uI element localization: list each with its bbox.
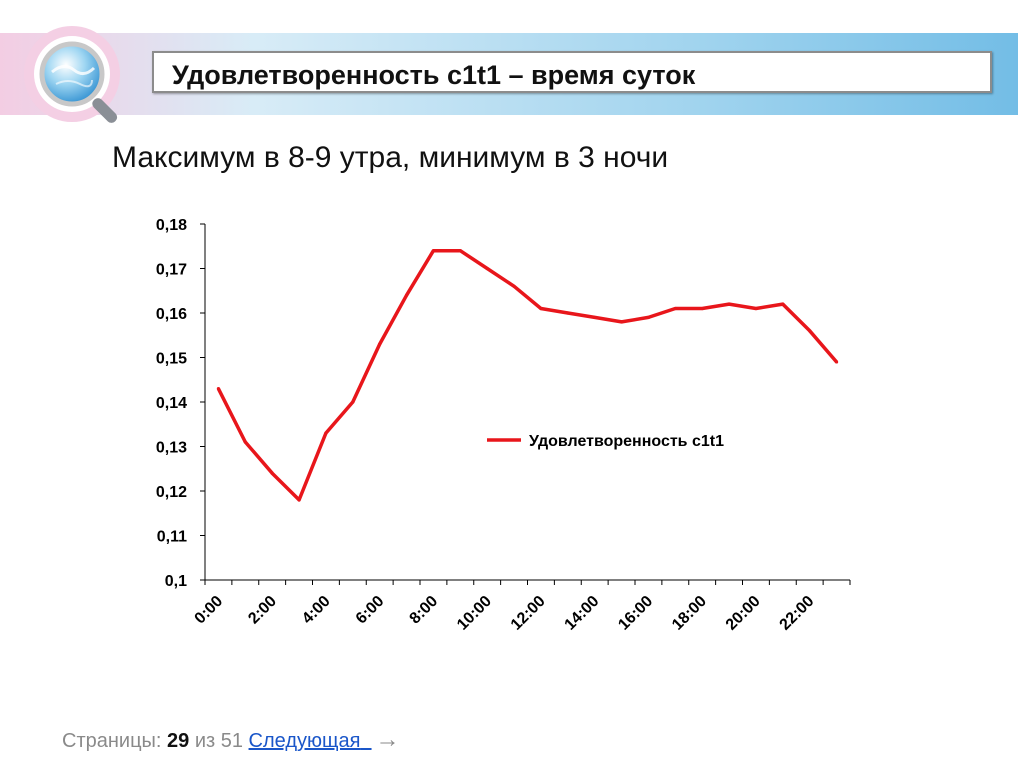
pages-label: Страницы: (62, 730, 162, 752)
data-point (593, 315, 597, 320)
x-tick-label: 6:00 (353, 593, 388, 628)
x-axis: 0:00 2:00 4:00 6:00 8:00 10:00 12:00 14:00 16:00… (192, 579, 851, 634)
y-tick-label: 0,1 (165, 573, 187, 590)
data-point (431, 249, 436, 253)
x-tick-label: 12:00 (508, 593, 549, 634)
data-point (243, 440, 247, 444)
chart-legend: Удовлетворенность c1t1 (487, 433, 724, 450)
data-point (512, 284, 516, 288)
x-tick-label: 18:00 (669, 593, 710, 634)
data-point (808, 329, 812, 333)
x-tick-label: 4:00 (299, 593, 334, 628)
data-point (297, 498, 301, 502)
y-tick-label: 0,11 (157, 529, 187, 546)
data-point (673, 306, 677, 311)
title-box: Удовлетворенность c1t1 – время суток (152, 51, 992, 93)
y-tick-label: 0,15 (156, 351, 187, 368)
data-point (646, 315, 651, 320)
series-layer (216, 248, 839, 502)
next-page-link[interactable]: Следующая (249, 730, 372, 752)
series-line (216, 248, 838, 502)
data-point (539, 306, 543, 311)
x-tick-label: 14:00 (562, 593, 603, 634)
x-tick-label: 22:00 (777, 593, 818, 634)
data-point (216, 387, 221, 391)
current-page: 29 (167, 730, 190, 752)
data-point (404, 293, 409, 297)
y-tick-label: 0,12 (156, 484, 187, 501)
data-point (324, 431, 328, 435)
data-point (700, 306, 704, 311)
x-tick-label: 16:00 (615, 593, 656, 634)
legend-label: Удовлетворенность c1t1 (529, 433, 724, 450)
y-tick-label: 0,16 (156, 306, 187, 323)
y-tick-label: 0,18 (156, 217, 187, 234)
data-point (485, 266, 489, 271)
next-page-label: Следующая (248, 730, 361, 752)
data-point (566, 311, 570, 315)
page-total: из 51 (194, 730, 243, 752)
data-point (270, 471, 274, 475)
data-point (754, 306, 758, 311)
slide-title: Удовлетворенность c1t1 – время суток (172, 60, 696, 90)
data-point (351, 400, 355, 404)
data-point (727, 302, 731, 306)
x-tick-label: 0:00 (192, 593, 227, 628)
pagination: Страницы: 29 из 51 Следующая → (62, 726, 400, 754)
arrow-right-icon: → (375, 726, 400, 753)
slide-subtitle: Максимум в 8-9 утра, минимум в 3 ночи (112, 141, 669, 174)
magnifier-globe-icon (22, 22, 130, 130)
y-tick-label: 0,13 (156, 440, 187, 457)
data-point (834, 360, 839, 364)
data-point (781, 302, 785, 306)
x-tick-label: 2:00 (245, 593, 280, 628)
y-tick-label: 0,17 (156, 262, 187, 279)
data-point (378, 342, 382, 346)
x-tick-label: 8:00 (407, 593, 442, 628)
x-tick-label: 10:00 (454, 593, 495, 634)
y-axis: 0,1 0,11 0,12 0,13 0,14 0,15 0,16 0,17 0,18 (156, 217, 206, 590)
data-point (619, 320, 624, 324)
x-tick-label: 20:00 (723, 593, 764, 634)
data-point (458, 249, 462, 253)
y-tick-label: 0,14 (156, 395, 187, 412)
